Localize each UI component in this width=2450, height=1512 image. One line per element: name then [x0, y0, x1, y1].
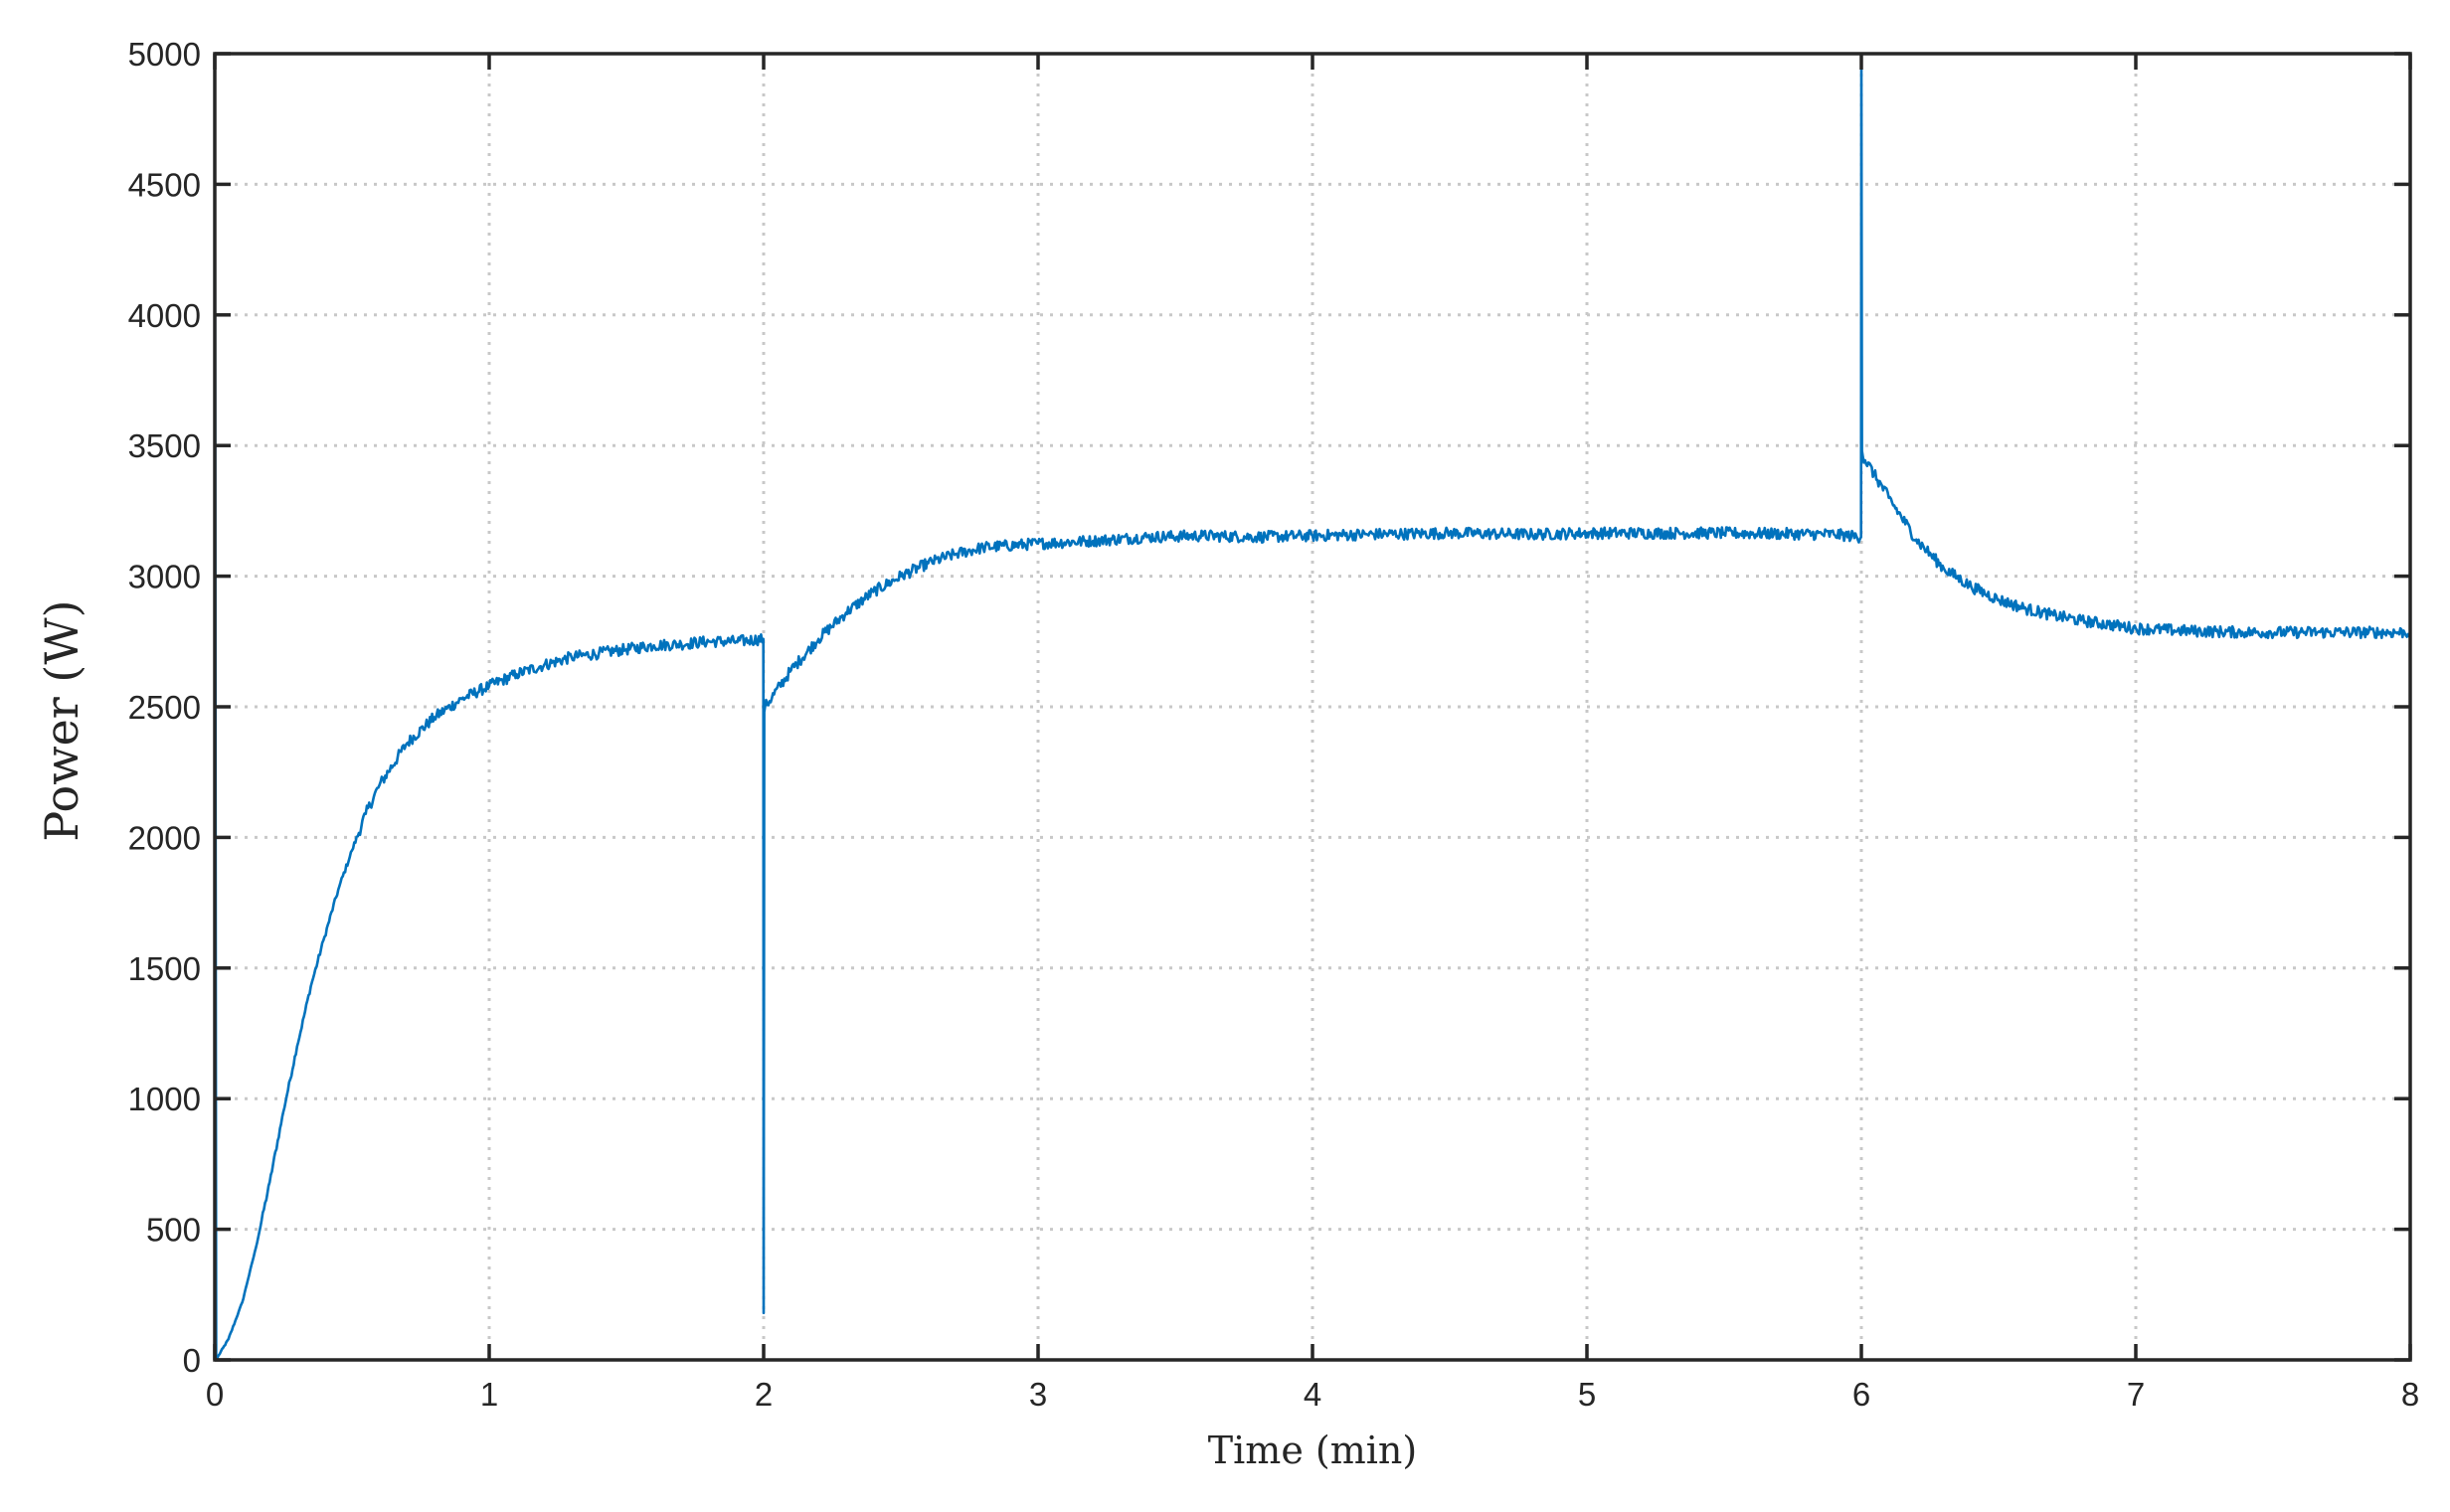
- axis-ticks: 0 1 2 3 4 5 6 7 8 0 500 1000 1500 2000 2500 3000 3500 400…: [128, 36, 2420, 1413]
- y-tick-label: 4000: [128, 297, 201, 334]
- x-tick-label: 8: [2401, 1376, 2419, 1413]
- x-tick-label: 7: [2127, 1376, 2145, 1413]
- y-tick-label: 2500: [128, 689, 201, 726]
- y-tick-label: 1500: [128, 950, 201, 987]
- y-tick-label: 3500: [128, 427, 201, 464]
- y-tick-label: 0: [183, 1342, 201, 1379]
- y-axis-label: Power (W): [35, 599, 88, 841]
- x-tick-label: 3: [1029, 1376, 1047, 1413]
- x-tick-label: 1: [480, 1376, 498, 1413]
- y-tick-label: 4500: [128, 166, 201, 203]
- x-tick-label: 5: [1578, 1376, 1596, 1413]
- x-tick-label: 0: [206, 1376, 224, 1413]
- y-tick-label: 3000: [128, 559, 201, 595]
- x-tick-label: 4: [1304, 1376, 1321, 1413]
- x-tick-label: 2: [755, 1376, 773, 1413]
- y-tick-label: 5000: [128, 36, 201, 73]
- x-axis-label: Time (min): [1208, 1428, 1417, 1472]
- y-tick-label: 2000: [128, 819, 201, 856]
- grid-lines: [215, 54, 2410, 1360]
- y-tick-label: 500: [146, 1212, 201, 1249]
- power-series-line: [213, 52, 2412, 1362]
- y-tick-label: 1000: [128, 1081, 201, 1117]
- x-tick-label: 6: [1852, 1376, 1870, 1413]
